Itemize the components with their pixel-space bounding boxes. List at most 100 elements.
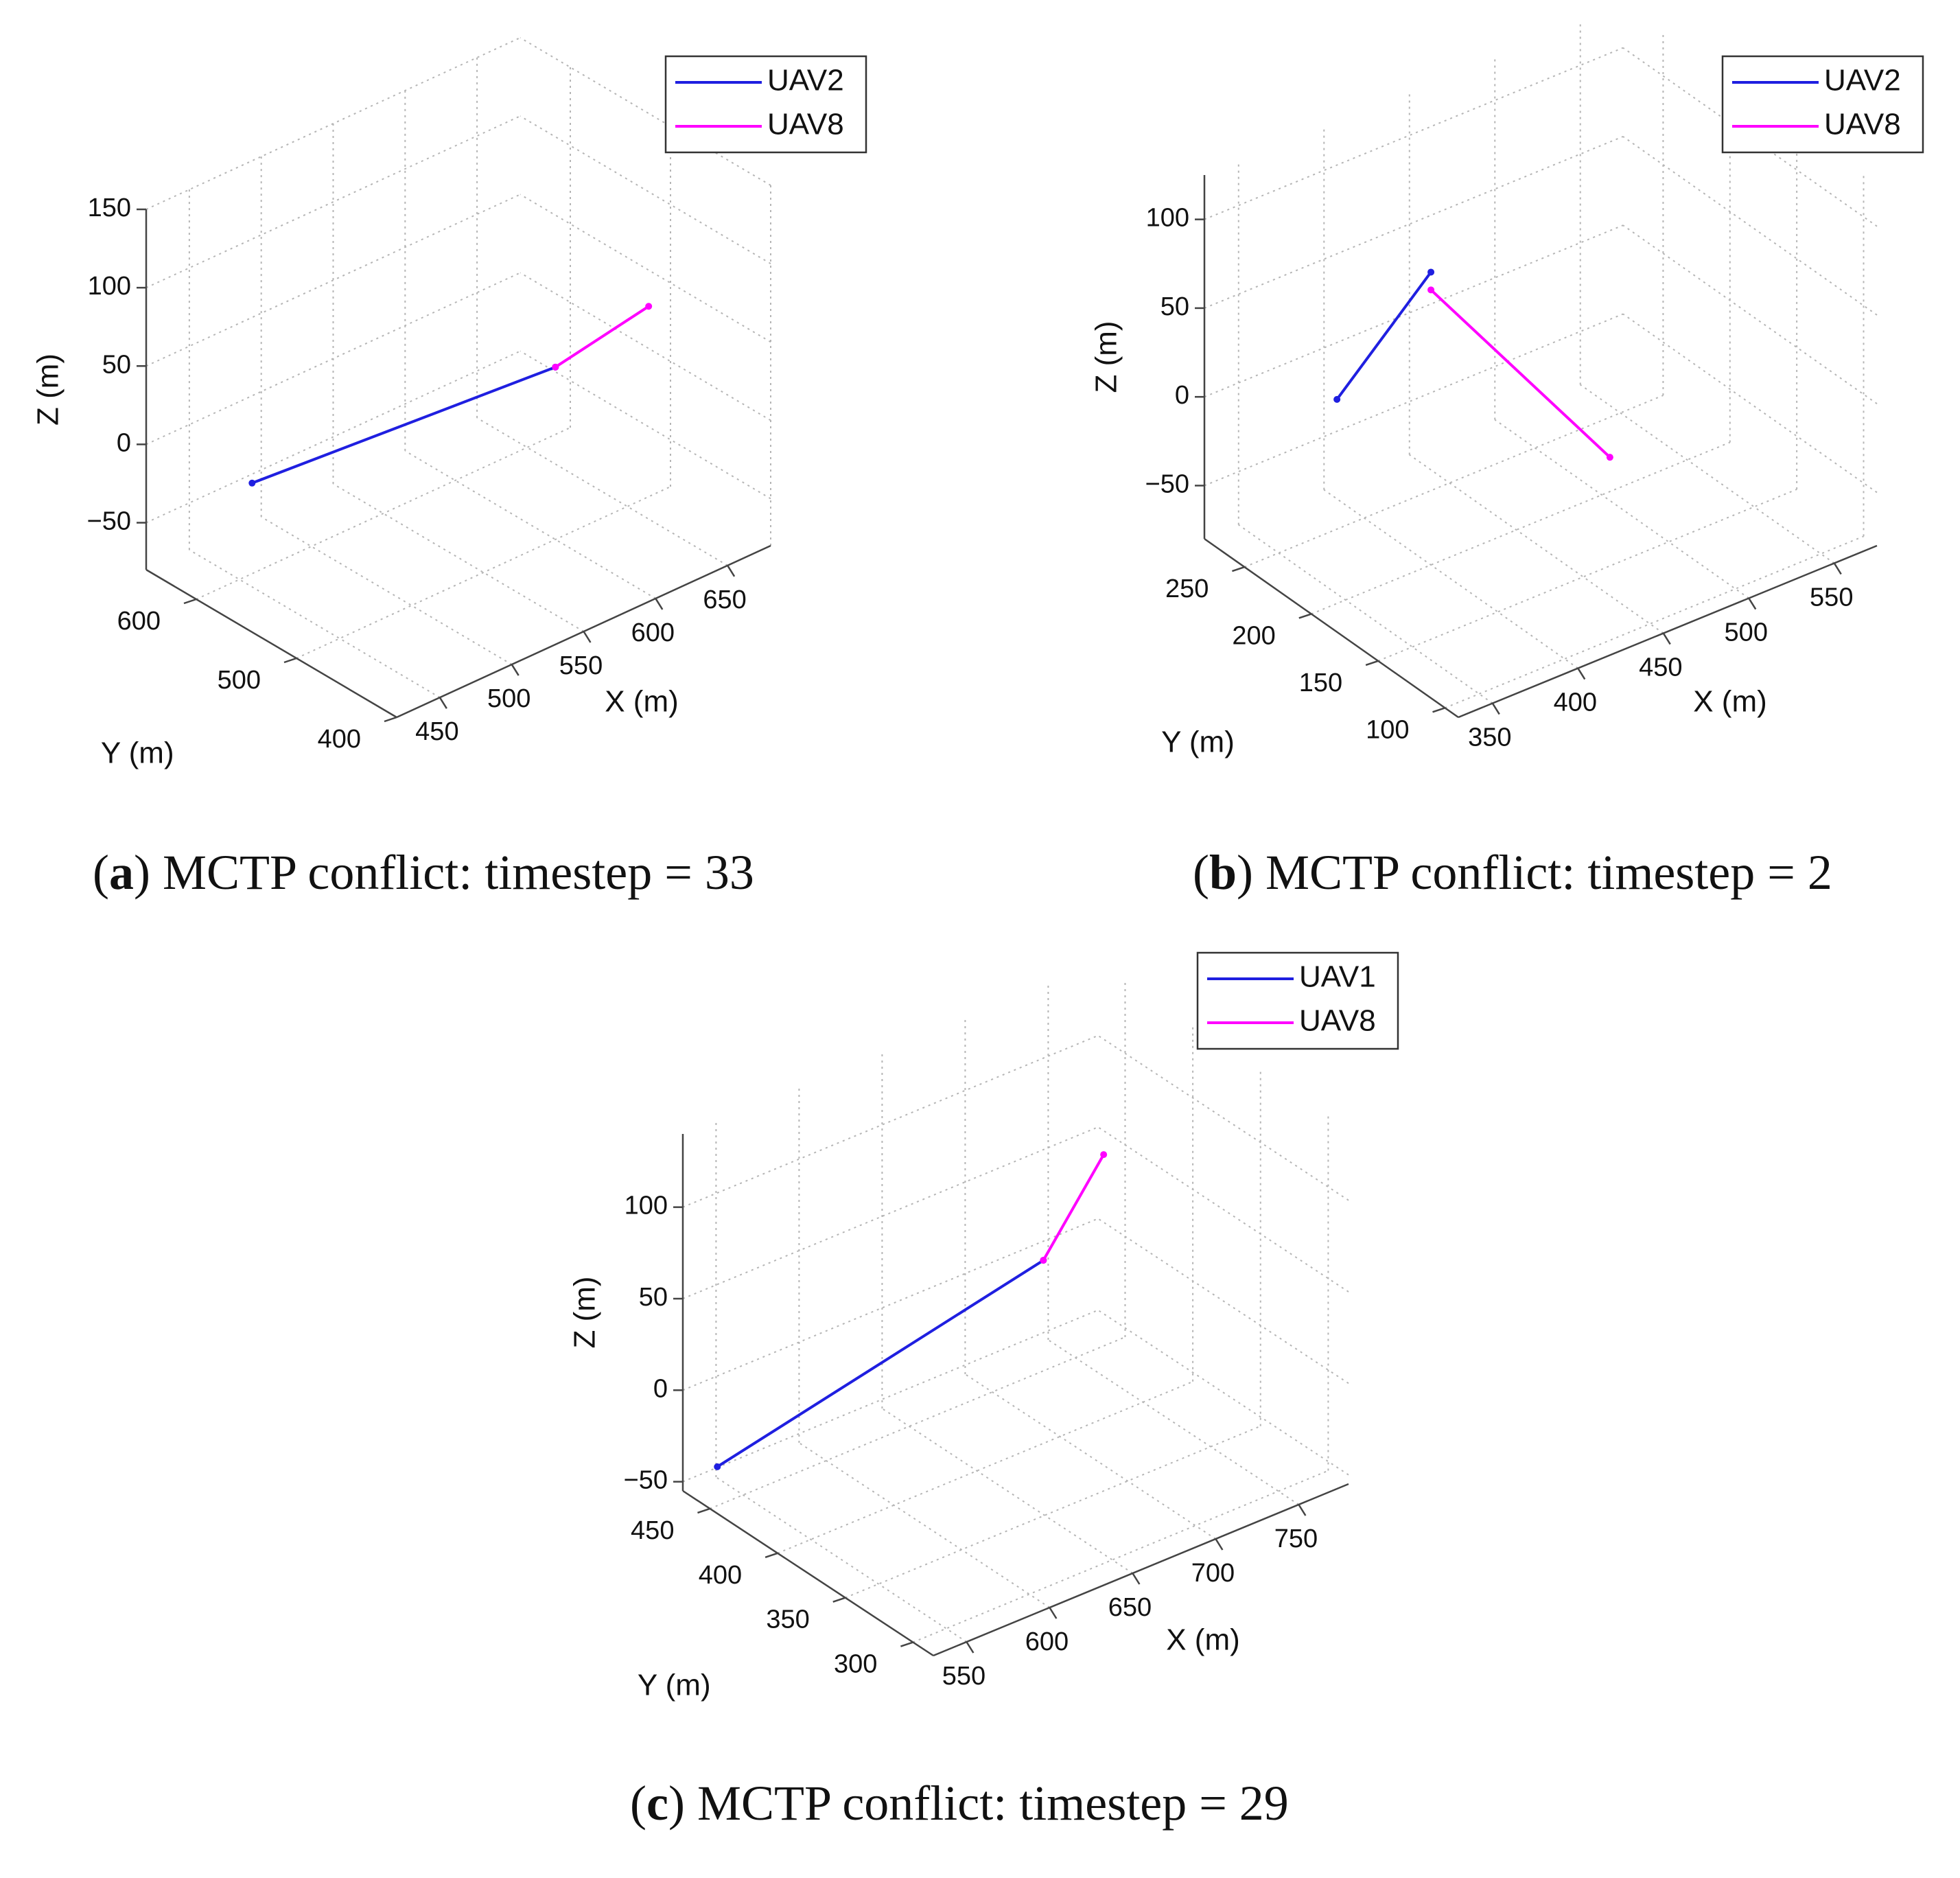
x-tick-label: 700 bbox=[1191, 1559, 1235, 1588]
grid-floor-y bbox=[196, 427, 571, 600]
x-tick-label: 650 bbox=[703, 586, 746, 614]
z-tick-label: 100 bbox=[88, 272, 131, 301]
y-tick-label: 450 bbox=[631, 1516, 674, 1545]
series-point-uav2 bbox=[1427, 268, 1435, 276]
grid-wall-z-back bbox=[1204, 224, 1624, 398]
y-tick-label: 300 bbox=[834, 1650, 877, 1679]
grid-floor-x bbox=[332, 483, 585, 632]
grid-floor-x bbox=[964, 1373, 1216, 1540]
grid-wall-z-back bbox=[1204, 47, 1624, 220]
grid-floor-x bbox=[798, 1442, 1050, 1608]
y-tick bbox=[900, 1641, 913, 1647]
y-tick bbox=[1232, 566, 1245, 572]
grid-wall-z-side bbox=[1622, 136, 1878, 316]
legend-label-uav8: UAV8 bbox=[1299, 1004, 1376, 1038]
x-tick bbox=[727, 565, 736, 577]
grid-wall-z-side bbox=[520, 115, 771, 264]
z-tick-label: 0 bbox=[1175, 381, 1189, 410]
z-tick-label: 50 bbox=[1160, 292, 1189, 321]
x-axis-line bbox=[1458, 544, 1878, 719]
chart-panel-b: 350 400 450 500 550 100 150 200 250 −50 0 50 100 X (m… bbox=[1090, 21, 1924, 759]
series-point-uav2 bbox=[1333, 395, 1341, 403]
grid-floor-y bbox=[296, 486, 671, 659]
grid-floor-y bbox=[1377, 488, 1797, 662]
x-tick-label: 750 bbox=[1274, 1525, 1318, 1553]
grid-floor-x bbox=[1409, 454, 1664, 634]
x-tick-label: 450 bbox=[1639, 653, 1682, 682]
caption-c: (c) MCTP conflict: timestep = 29 bbox=[630, 1776, 1289, 1831]
z-tick-label: −50 bbox=[1145, 470, 1189, 498]
z-tick-label: 100 bbox=[625, 1192, 668, 1220]
grid-wall-z-back bbox=[682, 1309, 1099, 1483]
chart-panel-a: 450 500 550 600 650 400 500 600 −50 0 50 100 150 X (m… bbox=[32, 37, 867, 769]
grid-floor-x bbox=[1494, 419, 1749, 599]
x-axis-label: X (m) bbox=[1166, 1623, 1240, 1657]
grid-floor-y bbox=[845, 1425, 1261, 1599]
legend-label-uav8: UAV8 bbox=[1824, 108, 1901, 141]
x-tick-label: 650 bbox=[1108, 1593, 1152, 1622]
grid-wall-z-back bbox=[145, 37, 521, 210]
caption-b-text: MCTP conflict: timestep = 2 bbox=[1265, 845, 1832, 900]
x-tick-label: 450 bbox=[415, 717, 458, 746]
y-tick bbox=[697, 1507, 710, 1514]
grid-wall-z-side bbox=[1097, 1126, 1349, 1292]
grid-floor-x bbox=[476, 417, 728, 566]
y-tick bbox=[1298, 613, 1312, 619]
grid-wall-z-side bbox=[1097, 1034, 1349, 1201]
x-tick-label: 500 bbox=[487, 684, 530, 713]
caption-c-letter: c bbox=[646, 1776, 668, 1831]
grid-wall-z-side bbox=[520, 194, 771, 343]
grid-wall-z-side bbox=[1622, 313, 1878, 494]
grid-floor-y bbox=[1311, 441, 1731, 615]
grid-wall-z-back bbox=[145, 350, 521, 524]
series-point-uav8 bbox=[1040, 1257, 1047, 1264]
series-line-uav8 bbox=[555, 305, 650, 369]
grid-floor-x bbox=[881, 1408, 1133, 1574]
caption-a: (a) MCTP conflict: timestep = 33 bbox=[93, 845, 754, 900]
caption-b: (b) MCTP conflict: timestep = 2 bbox=[1193, 845, 1832, 900]
caption-a-text: MCTP conflict: timestep = 33 bbox=[162, 845, 754, 900]
series-point-uav1 bbox=[714, 1463, 721, 1470]
series-point-uav8 bbox=[552, 363, 559, 371]
y-tick bbox=[1432, 707, 1445, 713]
series-line-uav2 bbox=[251, 365, 557, 485]
grid-wall-z-side bbox=[1097, 1309, 1349, 1476]
y-axis-label: Y (m) bbox=[638, 1669, 711, 1702]
z-axis-label: Z (m) bbox=[568, 1276, 602, 1348]
x-tick bbox=[439, 697, 447, 709]
y-axis-line bbox=[682, 1489, 934, 1657]
series-point-uav2 bbox=[248, 479, 256, 487]
grid-wall-z-side bbox=[520, 272, 771, 421]
grid-floor-x bbox=[1047, 1339, 1299, 1505]
chart-panel-c: 550 600 650 700 750 300 350 400 450 −50 0 50 100 X (m… bbox=[568, 951, 1399, 1702]
x-tick-label: 550 bbox=[559, 651, 603, 680]
x-tick bbox=[1833, 562, 1842, 575]
x-tick-label: 600 bbox=[631, 618, 675, 647]
legend-box bbox=[1721, 55, 1924, 154]
legend-box bbox=[1196, 951, 1399, 1050]
x-axis-label: X (m) bbox=[1693, 685, 1767, 719]
grid-floor-y bbox=[777, 1380, 1193, 1554]
x-tick-label: 550 bbox=[1810, 583, 1853, 612]
grid-wall-z-back bbox=[682, 1034, 1099, 1208]
caption-a-letter: a bbox=[108, 845, 134, 900]
x-axis-label: X (m) bbox=[605, 685, 679, 719]
caption-b-letter: b bbox=[1209, 845, 1237, 900]
x-tick bbox=[1049, 1607, 1058, 1619]
grid-floor-y bbox=[913, 1470, 1329, 1643]
y-tick-label: 400 bbox=[318, 725, 361, 754]
grid-floor-x bbox=[1238, 524, 1493, 704]
series-line-uav8 bbox=[1042, 1154, 1105, 1262]
grid-floor-x bbox=[1323, 489, 1578, 669]
x-axis-line bbox=[933, 1483, 1349, 1657]
z-axis-label: Z (m) bbox=[1090, 321, 1123, 393]
y-tick bbox=[183, 598, 197, 605]
series-point-uav8 bbox=[1606, 454, 1613, 461]
y-axis-label: Y (m) bbox=[1161, 726, 1235, 759]
x-tick bbox=[1132, 1573, 1141, 1585]
y-tick-label: 100 bbox=[1366, 715, 1409, 744]
z-tick-label: 0 bbox=[117, 428, 131, 457]
x-tick bbox=[966, 1641, 975, 1654]
x-tick bbox=[511, 664, 520, 676]
